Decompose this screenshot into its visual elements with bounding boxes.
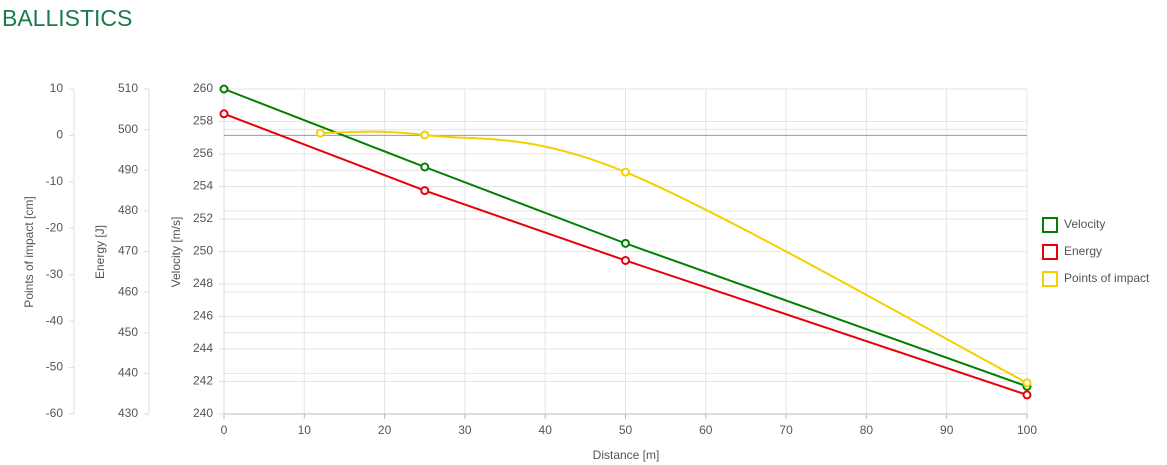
- y-tick-label: 258: [193, 114, 213, 128]
- series-line: [223, 88, 1028, 388]
- y2-tick-label: 510: [118, 81, 138, 95]
- y3-tick-label: -50: [46, 360, 64, 374]
- y-axis-title: Velocity [m/s]: [169, 217, 183, 288]
- x-tick-label: 0: [221, 423, 228, 437]
- series-line: [223, 112, 1028, 396]
- y-tick-label: 260: [193, 81, 213, 95]
- chart-title: BALLISTICS: [2, 5, 132, 31]
- point: [1022, 378, 1032, 388]
- x-tick-label: 60: [699, 423, 713, 437]
- point: [621, 255, 630, 265]
- y-tick-label: 240: [193, 406, 213, 420]
- y-tick-label: 256: [193, 146, 213, 160]
- series-line: [320, 130, 1028, 384]
- legend-swatch: [1042, 271, 1058, 287]
- legend-swatch: [1042, 217, 1058, 233]
- x-tick-label: 30: [458, 423, 472, 437]
- y2-tick-label: 470: [118, 244, 138, 258]
- y3-tick-label: 0: [56, 128, 63, 142]
- y-tick-label: 252: [193, 211, 213, 225]
- legend-label: Points of impact: [1064, 271, 1150, 285]
- y2-tick-label: 460: [118, 284, 138, 298]
- point: [420, 162, 430, 172]
- y-tick-label: 248: [193, 276, 213, 290]
- y-tick-label: 254: [193, 179, 213, 193]
- y3-tick-label: -20: [46, 220, 64, 234]
- legend-label: Energy: [1064, 244, 1102, 258]
- y3-tick-label: -10: [46, 174, 64, 188]
- point: [420, 186, 430, 196]
- point: [1022, 390, 1032, 400]
- point: [621, 238, 630, 248]
- x-tick-label: 70: [779, 423, 793, 437]
- x-tick-label: 90: [940, 423, 954, 437]
- y2-axis-title: Energy [J]: [93, 225, 107, 279]
- y2-tick-label: 440: [118, 366, 138, 380]
- y2-tick-label: 480: [118, 203, 138, 217]
- y2-tick-label: 500: [118, 122, 138, 136]
- y-tick-label: 246: [193, 309, 213, 323]
- y2-tick-label: 490: [118, 162, 138, 176]
- y-tick-label: 242: [193, 374, 213, 388]
- y-tick-label: 244: [193, 341, 213, 355]
- x-tick-label: 20: [378, 423, 392, 437]
- y2-tick-label: 430: [118, 406, 138, 420]
- y3-tick-label: -60: [46, 406, 64, 420]
- point: [219, 84, 229, 94]
- x-tick-label: 10: [298, 423, 312, 437]
- y3-tick-label: -40: [46, 313, 64, 327]
- point: [315, 128, 325, 138]
- x-tick-label: 50: [619, 423, 633, 437]
- y3-axis-title: Points of impact [cm]: [22, 196, 36, 307]
- point: [219, 109, 229, 119]
- y3-tick-label: 10: [50, 81, 64, 95]
- x-axis-title: Distance [m]: [593, 448, 660, 462]
- legend-label: Velocity: [1064, 217, 1105, 231]
- y3-tick-label: -30: [46, 267, 64, 281]
- x-tick-label: 80: [860, 423, 874, 437]
- y-tick-label: 250: [193, 244, 213, 258]
- x-tick-label: 100: [1017, 423, 1037, 437]
- x-tick-label: 40: [539, 423, 553, 437]
- point: [621, 167, 630, 177]
- point: [420, 130, 430, 140]
- legend-swatch: [1042, 244, 1058, 260]
- y2-tick-label: 450: [118, 325, 138, 339]
